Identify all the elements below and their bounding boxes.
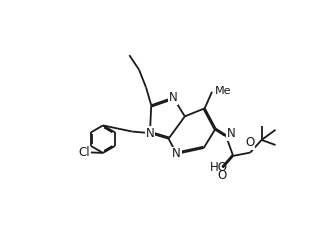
- Text: N: N: [169, 91, 178, 104]
- Text: Cl: Cl: [78, 146, 90, 159]
- Text: HO: HO: [210, 161, 228, 174]
- Text: O: O: [217, 169, 226, 182]
- Text: N: N: [227, 127, 236, 140]
- Text: N: N: [146, 127, 154, 140]
- Text: O: O: [246, 136, 255, 149]
- Text: N: N: [172, 147, 181, 160]
- Text: Me: Me: [215, 86, 231, 96]
